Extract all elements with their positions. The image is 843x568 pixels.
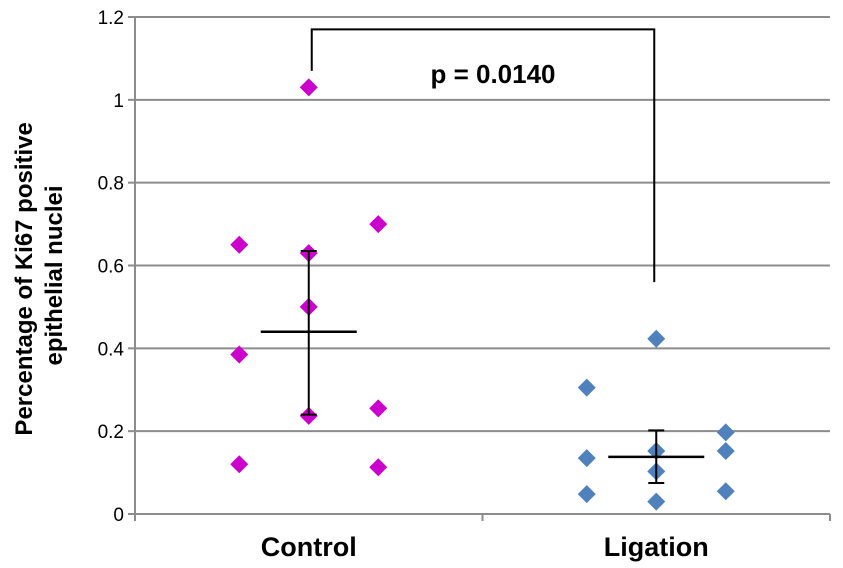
x-axis: Control Ligation xyxy=(134,514,831,562)
significance-bracket xyxy=(310,28,656,283)
x-category-label: Control xyxy=(261,532,357,562)
y-axis-ticks: 0 0.2 0.4 0.6 0.8 1 1.2 xyxy=(98,8,136,526)
x-category-label: Ligation xyxy=(604,532,709,562)
y-tick-label: 0.6 xyxy=(98,257,124,278)
data-point xyxy=(369,215,388,234)
gridlines xyxy=(135,16,830,515)
data-point xyxy=(230,455,249,474)
y-tick-label: 1 xyxy=(113,91,124,112)
y-axis-label-line-1: Percentage of Ki67 positive xyxy=(11,122,38,435)
y-axis-label-line-2: epithelial nuclei xyxy=(41,185,68,365)
y-axis-label: Percentage of Ki67 positive epithelial n… xyxy=(11,115,68,435)
data-point xyxy=(716,482,735,501)
mean-error-bars xyxy=(260,250,705,484)
data-point xyxy=(716,442,735,461)
p-value-annotation: p = 0.0140 xyxy=(430,59,555,89)
data-point xyxy=(299,78,318,97)
data-point xyxy=(647,492,666,511)
y-tick-label: 0.2 xyxy=(98,422,124,443)
data-point xyxy=(716,423,735,442)
y-tick-label: 1.2 xyxy=(98,8,124,29)
data-point xyxy=(369,399,388,418)
y-tick-label: 0.4 xyxy=(98,339,125,360)
y-tick-label: 0.8 xyxy=(98,174,124,195)
data-point xyxy=(230,345,249,364)
data-point xyxy=(577,449,596,468)
data-point xyxy=(577,378,596,397)
bracket-line xyxy=(310,28,656,283)
y-tick-label: 0 xyxy=(113,505,124,526)
data-point xyxy=(647,329,666,348)
data-point xyxy=(577,485,596,504)
data-point xyxy=(369,458,388,477)
data-points xyxy=(230,78,735,511)
data-point xyxy=(230,235,249,254)
data-point xyxy=(299,406,318,425)
